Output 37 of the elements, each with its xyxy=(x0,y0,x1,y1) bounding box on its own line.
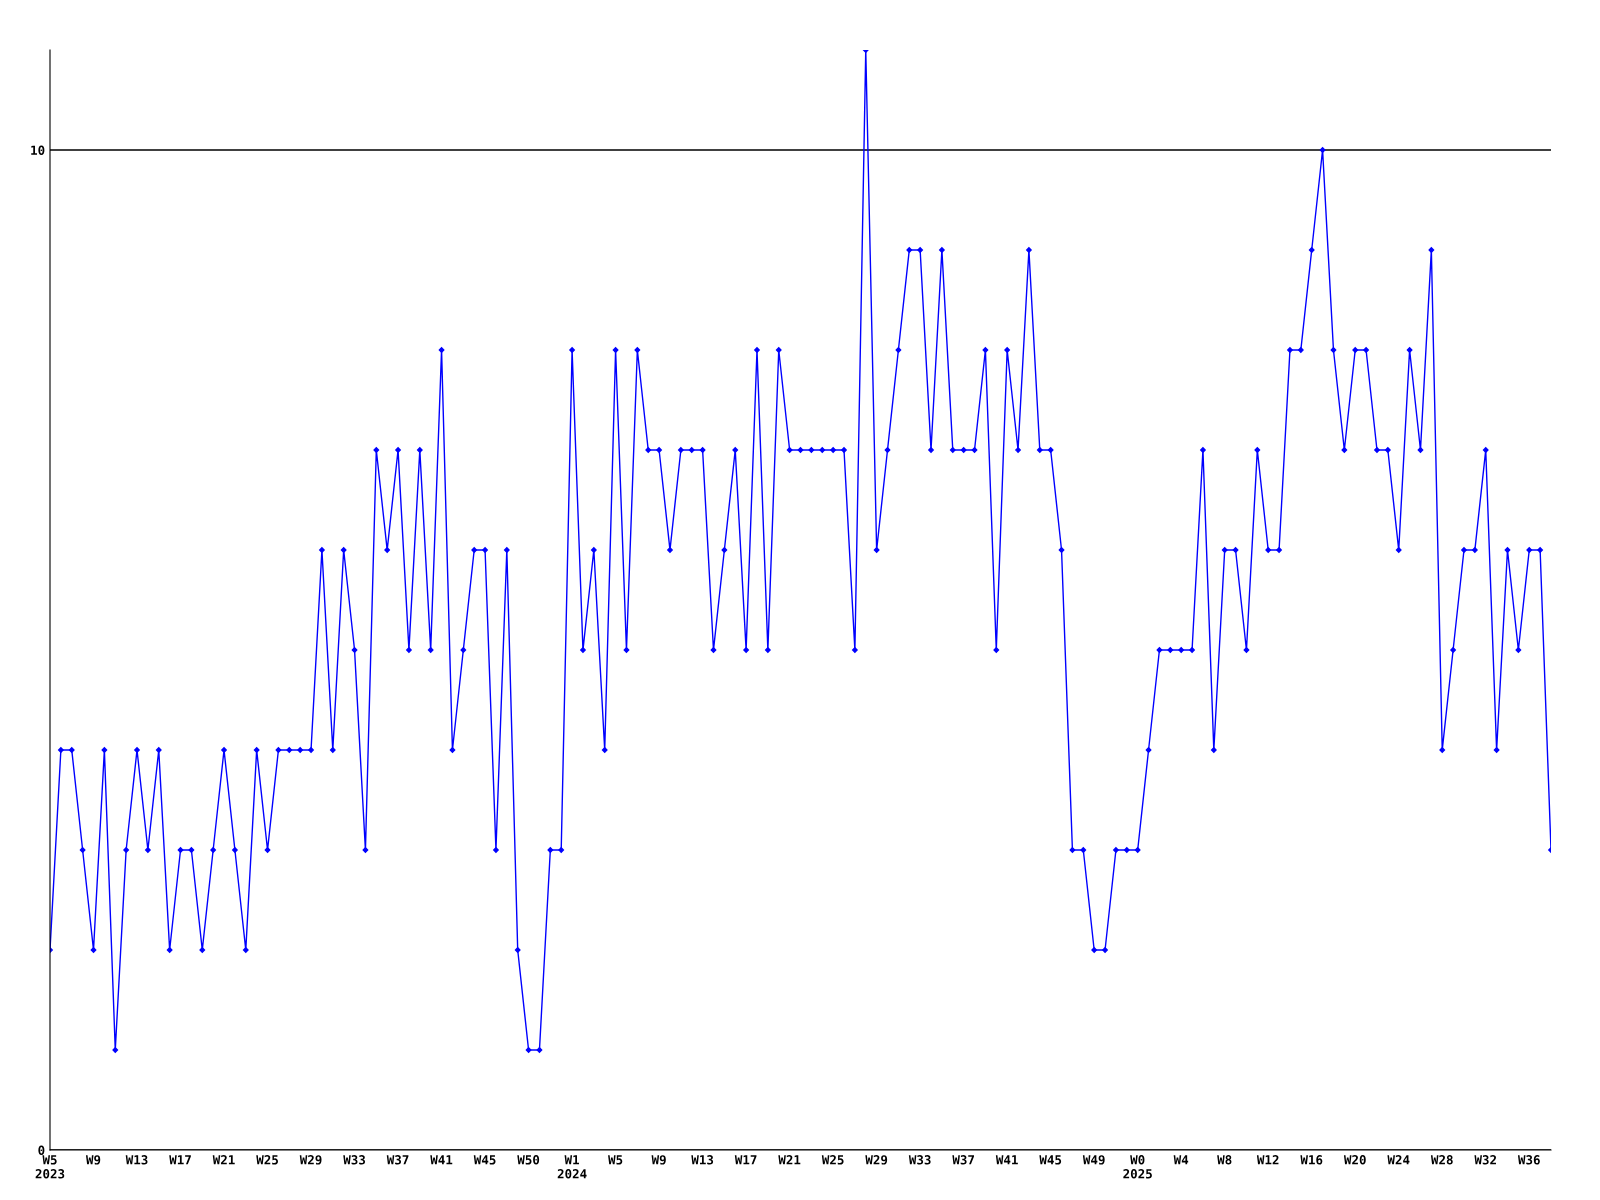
x-tick-label: W41 xyxy=(430,1155,453,1165)
x-tick-label: W12 xyxy=(1256,1155,1279,1165)
x-tick-label: W9 xyxy=(85,1155,101,1165)
x-tick-label: W17 xyxy=(734,1155,757,1165)
x-tick-label: W0 2025 xyxy=(1123,1155,1152,1179)
x-tick-label: W5 xyxy=(608,1155,623,1165)
x-tick-label: W29 xyxy=(865,1155,888,1165)
x-tick-label: W4 xyxy=(1173,1155,1189,1165)
x-tick-label: W36 xyxy=(1517,1155,1540,1165)
x-tick-label: W29 xyxy=(299,1155,322,1165)
x-tick-label: W9 xyxy=(651,1155,666,1165)
x-tick-label: W33 xyxy=(908,1155,931,1165)
x-tick-label: W1 2024 xyxy=(557,1155,587,1179)
x-tick-label: W41 xyxy=(995,1155,1018,1165)
x-tick-label: W37 xyxy=(952,1155,974,1165)
x-tick-label: W50 xyxy=(517,1155,540,1165)
x-tick-label: W33 xyxy=(343,1155,366,1165)
x-tick-label: W37 xyxy=(386,1155,409,1165)
x-tick-label: W5 2023 xyxy=(35,1155,65,1179)
x-tick-label: W32 xyxy=(1474,1155,1496,1165)
x-tick-label: W21 xyxy=(212,1155,235,1165)
x-tick-label: W13 xyxy=(125,1155,148,1165)
x-tick-label: W20 xyxy=(1343,1155,1366,1165)
x-tick-label: W28 xyxy=(1430,1155,1453,1165)
x-tick-label: W13 xyxy=(691,1155,714,1165)
y-tick-label: 0 xyxy=(38,1145,45,1155)
x-tick-label: W25 xyxy=(821,1155,844,1165)
x-tick-label: W17 xyxy=(169,1155,191,1165)
y-tick-label: 10 xyxy=(31,145,45,155)
x-tick-label: W8 xyxy=(1217,1155,1232,1165)
x-tick-label: W49 xyxy=(1082,1155,1105,1165)
x-tick-label: W25 xyxy=(256,1155,278,1165)
x-tick-label: W21 xyxy=(778,1155,801,1165)
x-tick-label: W24 xyxy=(1387,1155,1410,1165)
x-tick-label: W45 xyxy=(1039,1155,1062,1165)
x-tick-label: W16 xyxy=(1300,1155,1323,1165)
x-tick-label: W45 xyxy=(473,1155,496,1165)
